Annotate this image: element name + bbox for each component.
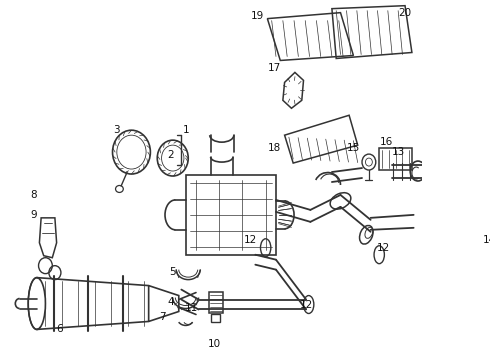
Text: 9: 9 — [30, 210, 37, 220]
Bar — [379, 148, 412, 170]
Text: 15: 15 — [347, 143, 360, 153]
Text: 2: 2 — [167, 150, 173, 160]
Text: 19: 19 — [250, 11, 264, 21]
Text: 14: 14 — [483, 235, 490, 245]
Text: 6: 6 — [56, 324, 63, 334]
Text: 17: 17 — [268, 63, 281, 73]
Text: 10: 10 — [207, 339, 220, 349]
Bar — [209, 292, 222, 314]
Bar — [212, 315, 220, 323]
Text: 8: 8 — [30, 190, 37, 200]
Text: 16: 16 — [379, 137, 392, 147]
Text: 3: 3 — [114, 125, 120, 135]
Text: 7: 7 — [159, 312, 166, 323]
Text: 5: 5 — [170, 267, 176, 276]
Text: 4: 4 — [168, 297, 174, 306]
Text: 18: 18 — [268, 143, 281, 153]
Text: 13: 13 — [392, 147, 405, 157]
Text: 12: 12 — [244, 235, 257, 245]
Text: 12: 12 — [299, 300, 313, 310]
Text: 1: 1 — [182, 125, 189, 135]
Text: 20: 20 — [398, 8, 412, 18]
Text: 12: 12 — [377, 243, 390, 253]
Text: 11: 11 — [185, 302, 198, 312]
